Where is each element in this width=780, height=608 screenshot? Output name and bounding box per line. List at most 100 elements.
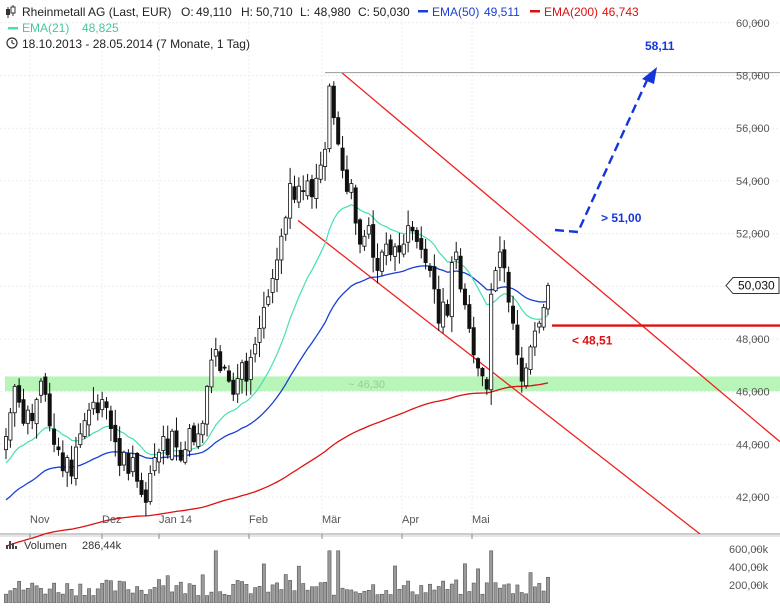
volume-bar <box>275 582 279 604</box>
candle <box>506 266 511 313</box>
chart-title: Rheinmetall AG (Last, EUR) <box>22 5 171 19</box>
volume-bar <box>60 593 65 604</box>
volume-bar <box>240 581 244 604</box>
volume-bar <box>371 584 376 604</box>
y-tick-label: 48,000 <box>736 334 770 346</box>
volume-bar <box>148 589 153 604</box>
volume-bar <box>174 585 179 604</box>
x-tick-label: Feb <box>249 514 268 526</box>
candle <box>301 175 306 201</box>
volume-bar <box>419 585 424 604</box>
volume-bar <box>454 579 459 604</box>
candle <box>436 275 441 331</box>
volume-bar <box>56 592 61 604</box>
candle <box>4 428 9 460</box>
candle <box>541 303 546 331</box>
volume-bar <box>52 582 56 604</box>
ohlc-open-label: O: <box>181 5 194 19</box>
volume-bar <box>270 584 275 604</box>
candle <box>344 155 349 195</box>
volume-bar <box>498 587 502 604</box>
candle <box>537 320 542 334</box>
x-tick-label: Nov <box>30 514 50 526</box>
volume-bar <box>253 587 258 604</box>
candle <box>183 441 188 465</box>
candle <box>30 403 35 430</box>
candle <box>375 243 380 284</box>
volume-bar <box>489 550 494 604</box>
ohlc-close-label: C: <box>358 5 370 19</box>
volume-bar <box>161 585 166 604</box>
candle <box>270 269 275 304</box>
volume-bar <box>362 591 367 604</box>
volume-bar <box>69 589 74 604</box>
candle <box>38 378 43 404</box>
volume-tick-label: 600,00k <box>729 544 769 556</box>
volume-bar <box>327 550 332 604</box>
volume-bar <box>178 581 183 604</box>
candle <box>528 344 533 375</box>
volume-bar <box>130 592 135 604</box>
volume-bar <box>34 585 39 604</box>
volume-bar <box>410 591 415 604</box>
candle <box>95 394 100 421</box>
volume-bar <box>296 565 301 604</box>
volume-bar <box>248 593 253 604</box>
volume-bar <box>209 591 214 604</box>
volume-bar <box>506 583 511 604</box>
candle <box>441 287 446 334</box>
candle <box>362 229 367 251</box>
volume-bar <box>480 593 485 604</box>
candle <box>205 385 210 437</box>
volume-bar <box>200 574 205 604</box>
candle <box>519 346 524 393</box>
candle <box>117 426 122 477</box>
candle <box>196 423 201 449</box>
volume-bar <box>375 594 380 604</box>
volume-bar <box>380 593 384 604</box>
y-tick-label: 54,000 <box>736 176 770 188</box>
candle <box>12 383 17 427</box>
volume-bar <box>82 595 87 604</box>
candle <box>309 174 314 209</box>
volume-bar <box>65 583 70 604</box>
ohlc-close-value: 50,030 <box>373 5 410 19</box>
volume-bar <box>318 582 323 604</box>
candle <box>248 349 253 395</box>
volume-bar <box>170 591 174 604</box>
y-tick-label: 46,000 <box>736 387 770 399</box>
candle <box>497 236 502 281</box>
volume-bar <box>546 576 550 604</box>
candle <box>414 227 419 249</box>
volume-bar <box>423 592 428 604</box>
volume-bars <box>4 550 550 604</box>
candles <box>4 81 551 517</box>
candle <box>458 248 463 293</box>
last-price-value: 50,030 <box>738 279 775 293</box>
candle <box>471 316 476 364</box>
last-price-badge: 50,030 <box>725 277 780 295</box>
volume-bar <box>74 595 78 604</box>
ohlc-high-value: 50,710 <box>256 5 293 19</box>
candle <box>191 422 196 446</box>
volume-bar <box>340 587 345 604</box>
candle <box>218 345 223 374</box>
x-tick-label: Mai <box>472 514 490 526</box>
candle <box>113 409 118 457</box>
volume-bar <box>358 593 362 604</box>
volume-bar <box>445 589 450 604</box>
volume-bar <box>441 580 445 604</box>
x-tick-label: Jan 14 <box>159 514 192 526</box>
volume-bar <box>113 590 118 604</box>
candle <box>47 382 52 432</box>
volume-bar <box>266 591 271 604</box>
volume-bar <box>213 550 218 604</box>
candle <box>52 413 57 453</box>
candle <box>388 234 393 262</box>
ohlc-low-label: L: <box>300 5 310 19</box>
volume-bar <box>511 593 515 604</box>
ema50-label: EMA(50) <box>432 5 479 19</box>
volume-label: Volumen <box>24 540 67 552</box>
candle <box>476 357 481 377</box>
candle <box>462 283 467 310</box>
